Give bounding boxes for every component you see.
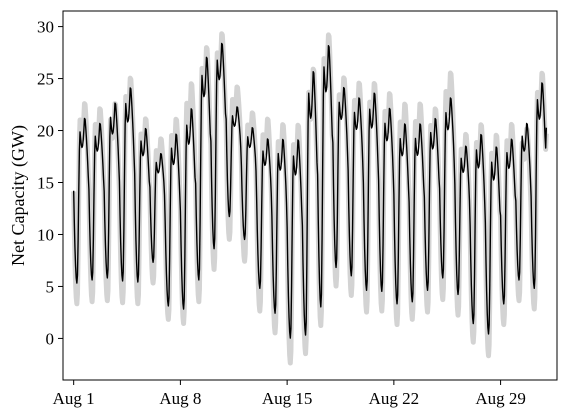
x-tick-label: Aug 8 (159, 389, 201, 408)
y-tick-label: 15 (37, 174, 54, 193)
y-tick-label: 10 (37, 225, 54, 244)
y-axis-title: Net Capacity (GW) (8, 125, 29, 266)
y-tick-label: 30 (37, 18, 54, 37)
y-tick-label: 25 (37, 70, 54, 89)
x-axis: Aug 1 Aug 8 Aug 15 Aug 22 Aug 29 (53, 380, 526, 408)
x-tick-label: Aug 1 (53, 389, 95, 408)
plot-frame (62, 10, 558, 381)
series-layer (71, 31, 549, 366)
x-tick-label: Aug 29 (475, 389, 526, 408)
series-main-line (72, 42, 548, 339)
x-tick-label: Aug 15 (262, 389, 313, 408)
y-axis: 0 5 10 15 20 25 30 (37, 18, 63, 348)
y-tick-label: 5 (46, 277, 55, 296)
y-tick-label: 0 (46, 329, 55, 348)
y-tick-label: 20 (37, 122, 54, 141)
x-tick-label: Aug 22 (369, 389, 420, 408)
